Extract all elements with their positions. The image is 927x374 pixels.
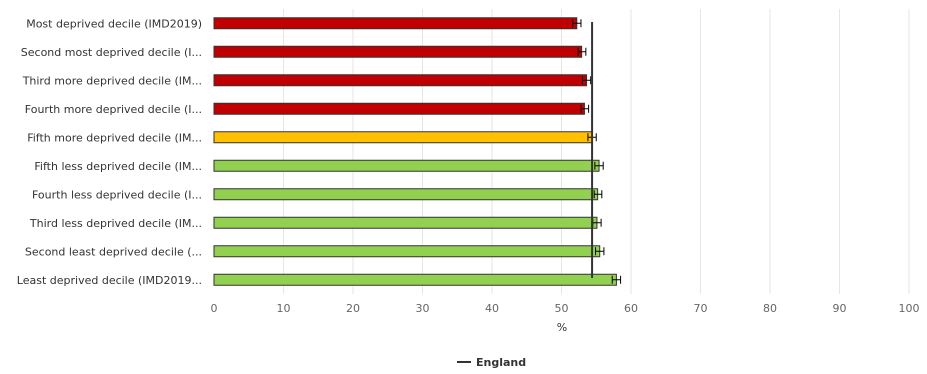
category-label: Least deprived decile (IMD2019... [17,274,202,287]
bar[interactable] [213,17,578,30]
x-tick-label: 0 [211,302,218,315]
x-axis-title: % [557,321,567,334]
x-tick-labels: 0 10 20 30 40 50 60 70 80 90 100 [211,302,920,315]
bar[interactable] [213,188,599,201]
x-tick-label: 50 [555,302,569,315]
x-tick-label: 40 [485,302,499,315]
x-tick-label: 30 [416,302,430,315]
legend-england-label: England [476,356,526,369]
x-tick-label: 20 [346,302,360,315]
bar[interactable] [213,45,583,58]
category-label: Third more deprived decile (IM... [22,74,202,87]
category-label: Second least deprived decile (... [25,245,202,258]
bar[interactable] [213,273,617,286]
category-labels: Most deprived decile (IMD2019) Second mos… [17,17,202,287]
bar[interactable] [213,216,598,229]
category-label: Fourth more deprived decile (I... [25,103,202,116]
category-label: Fourth less deprived decile (I... [32,188,202,201]
category-label: Fifth less deprived decile (IM... [34,160,202,173]
bars [213,17,617,286]
category-label: Third less deprived decile (IM... [29,217,202,230]
category-label: Most deprived decile (IMD2019) [26,17,202,30]
bar[interactable] [213,245,601,258]
x-tick-label: 10 [277,302,291,315]
category-label: Second most deprived decile (I... [21,46,202,59]
bar[interactable] [213,74,588,87]
x-tick-label: 70 [694,302,708,315]
error-bars [572,19,622,284]
x-tick-label: 60 [624,302,638,315]
bar[interactable] [213,102,585,115]
legend[interactable]: England [457,356,526,369]
bar[interactable] [213,159,600,172]
bar[interactable] [213,131,593,144]
x-tick-label: 100 [899,302,920,315]
x-tick-label: 90 [833,302,847,315]
x-tick-label: 80 [763,302,777,315]
category-label: Fifth more deprived decile (IM... [27,131,202,144]
